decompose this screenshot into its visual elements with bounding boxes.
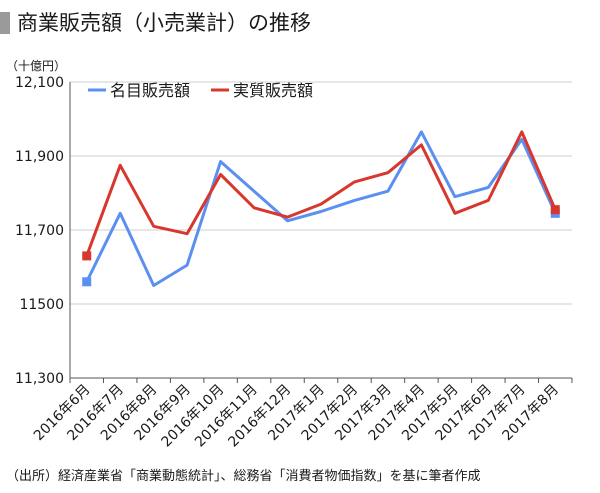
y-axis-unit-label: （十億円）: [6, 59, 67, 73]
y-tick-label: 11,900: [15, 149, 64, 165]
source-note: （出所）経済産業省「商業動態統計」、総務省「消費者物価指数」を基に筆者作成: [6, 469, 481, 484]
y-tick-label: 12,100: [15, 75, 64, 91]
y-tick-label: 11,700: [15, 223, 64, 239]
legend-label-2: 実質販売額: [233, 81, 313, 100]
series-2-point-marker: [550, 205, 560, 215]
series-line-1: [85, 130, 557, 287]
y-tick-label: 11,300: [15, 371, 64, 387]
series-2-point-marker: [82, 251, 92, 261]
y-tick-label: 11500: [19, 297, 64, 313]
chart-title: 商業販売額（小売業計）の推移: [17, 11, 311, 35]
legend-label-1: 名目販売額: [110, 81, 190, 100]
series-1-point-marker: [82, 277, 92, 287]
series-line-2: [85, 130, 557, 258]
title-accent-bar: [0, 12, 10, 34]
